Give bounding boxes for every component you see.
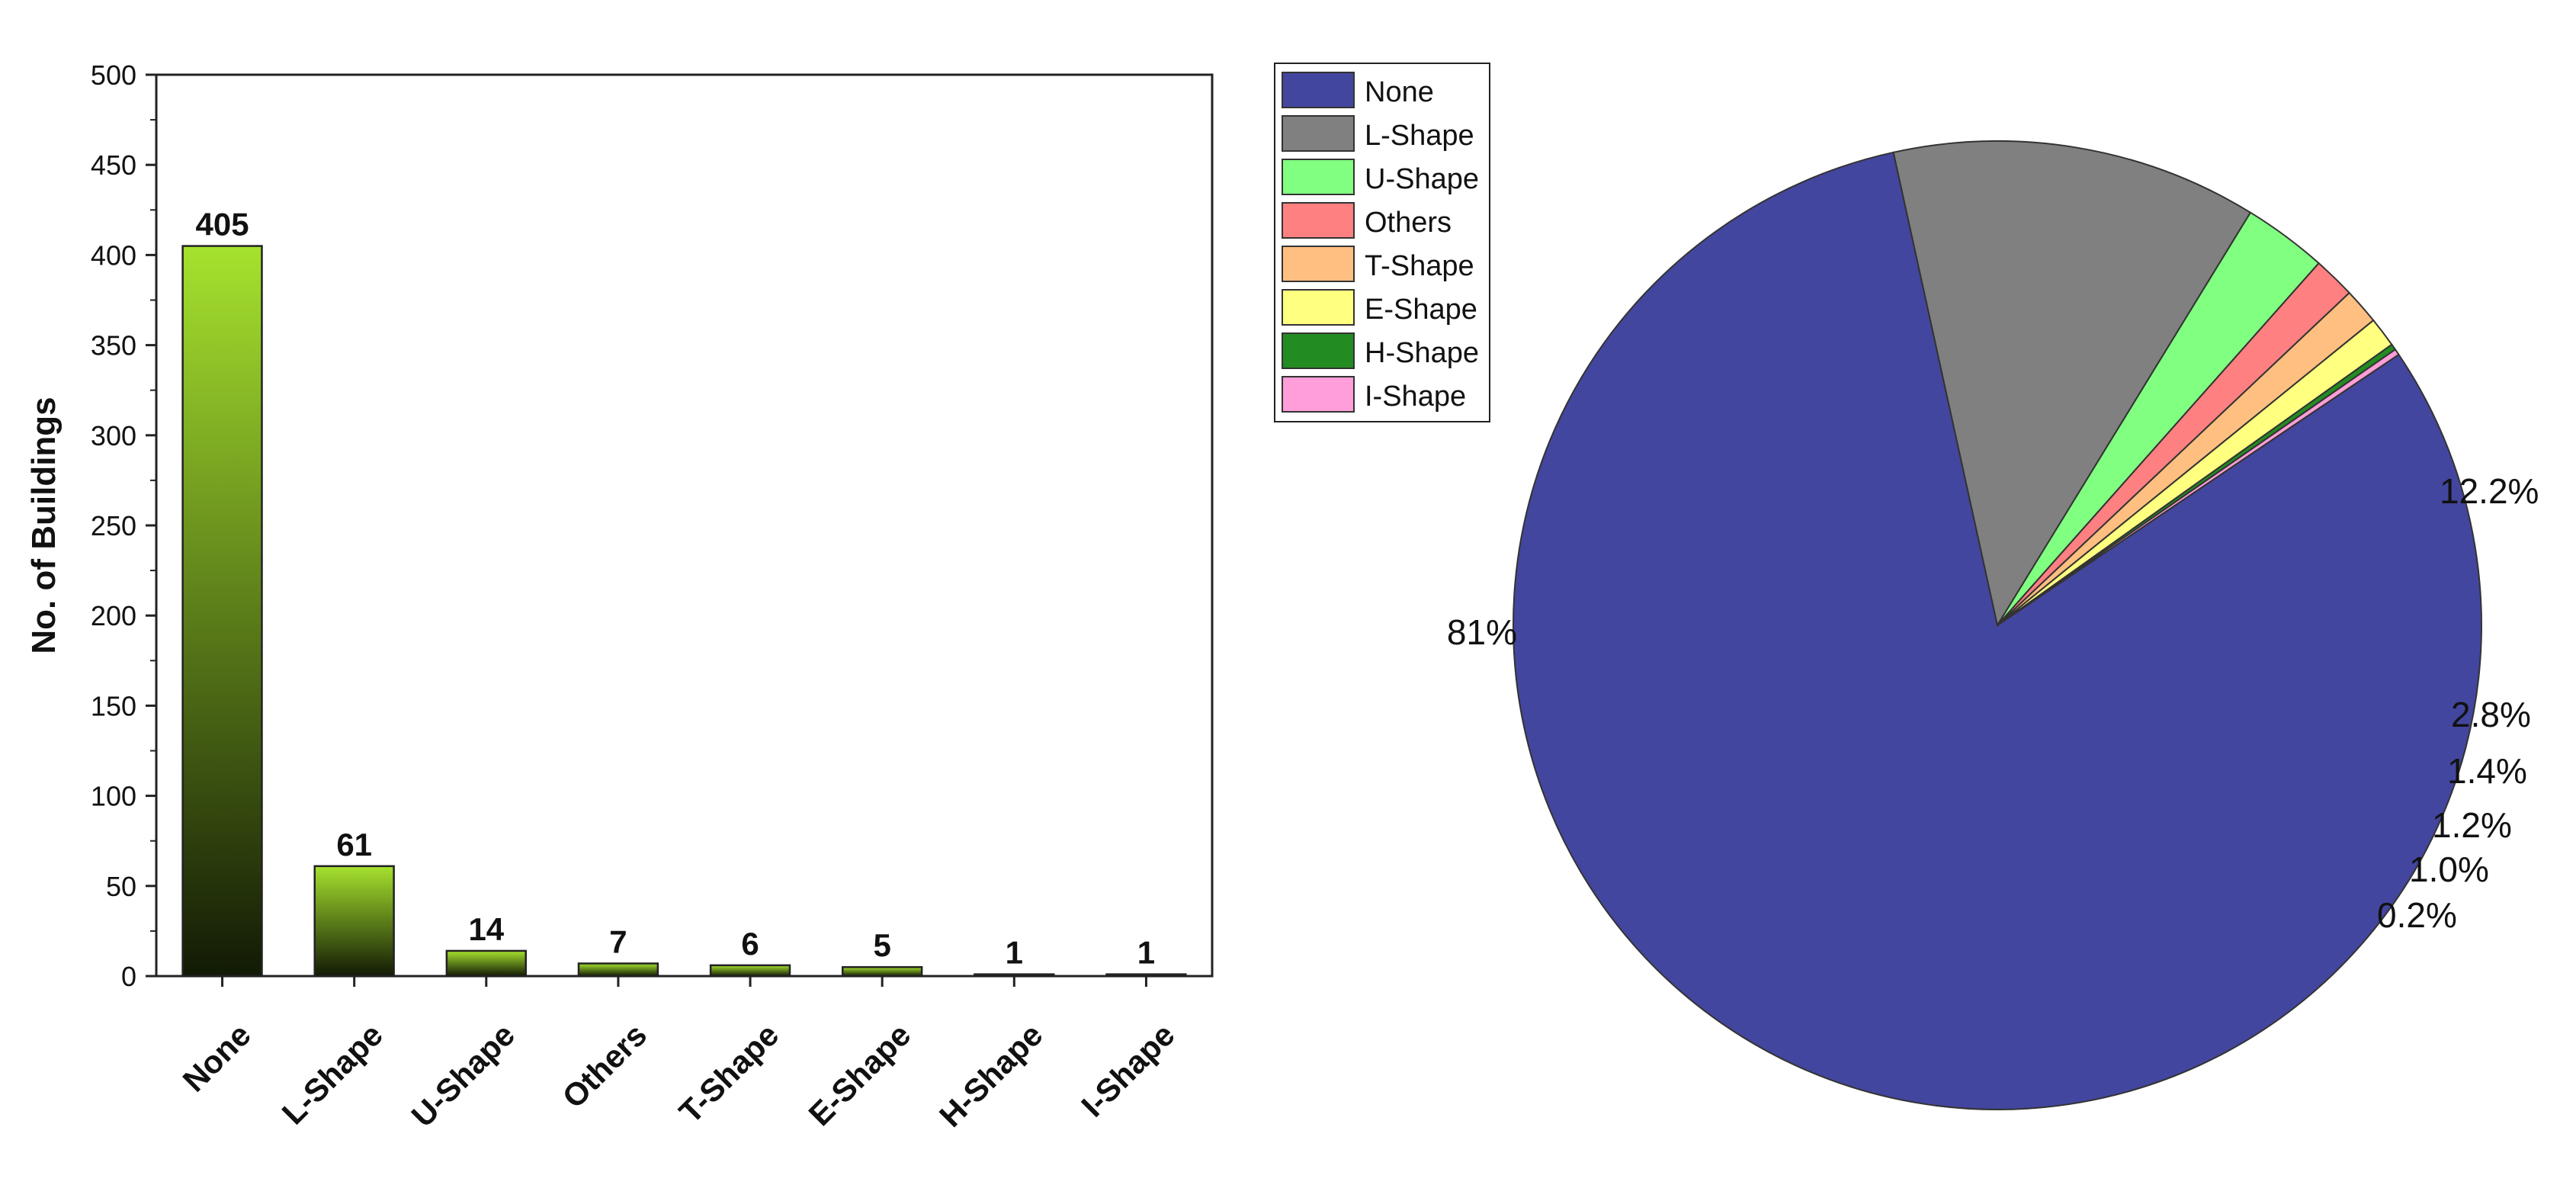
pie-slice-labels: 81% 12.2% 2.8% 1.4% 1.2% 1.0% 0.2% [1447,471,2539,935]
legend-swatch [1282,289,1355,326]
bar-l-shape [313,865,395,978]
legend: None L-Shape U-Shape Others T-Shape E-Shape H-… [1274,63,1490,422]
y-tick-label: 350 [91,330,136,361]
x-tick-label: E-Shape [801,1017,917,1132]
legend-label: H-Shape [1365,337,1479,369]
bar-data-label: 1 [1006,935,1023,971]
y-tick-label: 200 [91,600,136,631]
pie-slice-label: 1.0% [2409,850,2489,889]
bar-data-label: 1 [1137,935,1155,971]
bar-none [181,245,263,978]
pie-slice-label: 1.4% [2447,751,2527,791]
bar-data-label: 5 [874,927,891,963]
y-tick-label: 50 [106,871,136,902]
x-axis-tick-labels: None L-Shape U-Shape Others T-Shape E-Shape H-… [175,976,1182,1134]
x-tick-label: L-Shape [275,1017,390,1131]
y-tick-label: 0 [121,961,136,992]
legend-swatch [1282,115,1355,152]
bars: 405 61 14 7 6 5 1 1 [181,207,1187,978]
legend-swatch [1282,202,1355,239]
legend-label: U-Shape [1365,163,1479,195]
bar-others [577,962,659,978]
pie-slice-label: 81% [1447,612,1517,652]
bar-data-label: 6 [741,926,759,962]
legend-label: I-Shape [1365,381,1466,413]
x-tick-label: None [175,1017,257,1098]
legend-swatch [1282,332,1355,369]
y-tick-label: 300 [91,420,136,451]
pie-slice-i-shape [1997,348,2400,626]
x-tick-label: I-Shape [1074,1017,1182,1124]
x-tick-label: H-Shape [932,1017,1050,1134]
legend-label: T-Shape [1365,250,1474,282]
legend-label: L-Shape [1365,120,1474,152]
pie-slice-none [1513,151,2482,1110]
y-tick-label: 450 [91,149,136,181]
x-tick-label: U-Shape [404,1017,521,1134]
bar-data-label: 405 [196,207,249,242]
bar-data-label: 7 [609,923,627,959]
y-tick-label: 250 [91,510,136,541]
y-axis-label: No. of Buildings [25,397,63,654]
legend-swatch [1282,159,1355,195]
pie-slice-label: 2.8% [2451,695,2531,734]
x-tick-label: Others [555,1017,653,1115]
pie-slices [1513,140,2482,1110]
pie-slice-label: 1.2% [2432,805,2512,845]
legend-label: Others [1365,207,1452,239]
pie-slice-l-shape [1892,140,2252,628]
bar-data-label: 14 [468,911,504,947]
pie-chart: 81% 12.2% 2.8% 1.4% 1.2% 1.0% 0.2% None L-Shape… [1274,63,2539,1110]
y-tick-label: 400 [91,239,136,271]
y-tick-label: 500 [91,59,136,91]
pie-slice-label: 0.2% [2377,895,2457,935]
legend-swatch [1282,72,1355,108]
legend-label: E-Shape [1365,294,1477,326]
bar-u-shape [445,949,527,978]
x-tick-label: T-Shape [672,1017,786,1130]
legend-label: None [1365,76,1434,108]
pie-slice-label: 12.2% [2440,471,2539,511]
plot-frame [155,73,1214,978]
y-tick-label: 100 [91,781,136,812]
legend-swatch [1282,376,1355,413]
y-tick-label: 150 [91,690,136,721]
bar-e-shape [842,965,923,978]
bar-t-shape [709,964,791,978]
bar-data-label: 61 [336,827,372,862]
y-axis-ticks: 0 50 100 150 200 250 300 350 400 450 500 [91,59,156,992]
legend-swatch [1282,246,1355,282]
